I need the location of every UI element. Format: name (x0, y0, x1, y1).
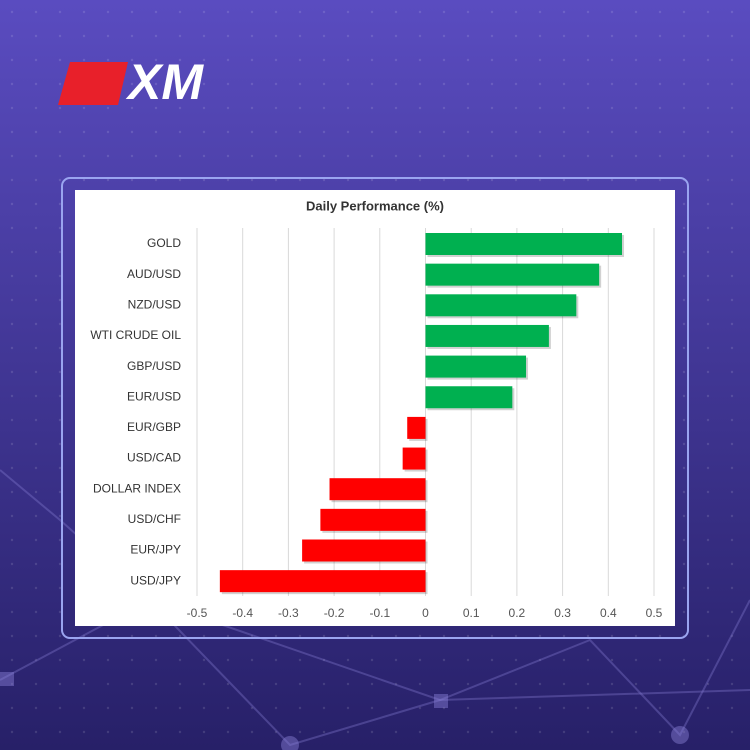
y-tick-label: USD/CHF (128, 512, 181, 526)
y-tick-label: GBP/USD (127, 359, 181, 373)
logo-text: XM (125, 54, 204, 110)
x-tick-label: 0.3 (554, 606, 571, 620)
y-tick-label: USD/JPY (130, 573, 181, 587)
bar (320, 508, 426, 531)
y-tick-label: USD/CAD (127, 451, 181, 465)
bar (329, 478, 426, 501)
plot: -0.5 -0.4 -0.3 -0.2 -0.1 0 0.1 0.2 0.3 0.4 0.5 GOLD… (90, 228, 663, 620)
x-tick-label: -0.3 (278, 606, 299, 620)
y-tick-label: GOLD (147, 236, 181, 250)
bar (425, 386, 513, 409)
bar (425, 355, 527, 378)
logo: XM (58, 54, 204, 110)
x-tick-label: 0.4 (600, 606, 617, 620)
chart-title: Daily Performance (%) (306, 198, 444, 213)
y-tick-label: NZD/USD (128, 297, 182, 311)
chart-frame (61, 177, 689, 639)
y-tick-label: DOLLAR INDEX (93, 481, 181, 495)
y-tick-label: EUR/USD (127, 389, 181, 403)
bar (219, 570, 426, 593)
bar (425, 263, 600, 286)
x-tick-label: 0.2 (509, 606, 526, 620)
x-tick-label: -0.2 (324, 606, 345, 620)
bar (402, 447, 426, 470)
y-tick-label: EUR/GBP (127, 420, 181, 434)
y-tick-label: WTI CRUDE OIL (90, 328, 181, 342)
y-tick-label: AUD/USD (127, 267, 181, 281)
x-tick-label: 0.5 (646, 606, 663, 620)
bar (425, 233, 623, 255)
x-tick-label: 0.1 (463, 606, 480, 620)
bar (425, 294, 577, 317)
bar (425, 324, 549, 347)
x-tick-label: -0.4 (232, 606, 253, 620)
x-tick-label: -0.1 (369, 606, 390, 620)
logo-mark (58, 62, 128, 105)
bar (302, 539, 426, 562)
network-nodes (0, 672, 689, 754)
x-tick-label: 0 (422, 606, 429, 620)
bar (407, 416, 426, 439)
y-tick-label: EUR/JPY (130, 543, 181, 557)
x-tick-label: -0.5 (187, 606, 208, 620)
